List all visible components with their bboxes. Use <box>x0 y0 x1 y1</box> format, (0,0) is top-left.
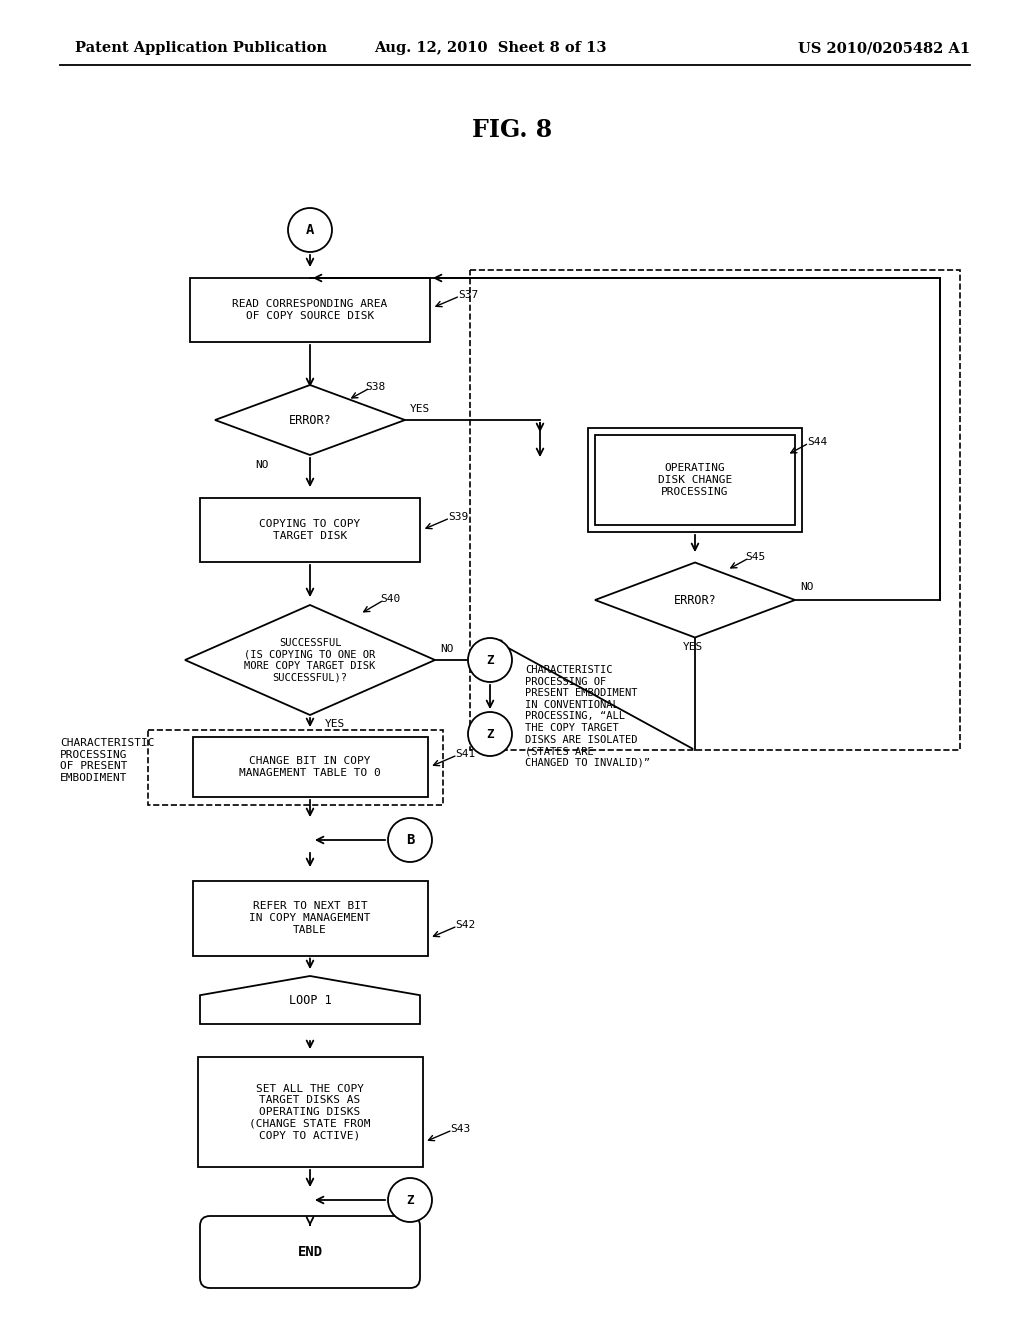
Text: US 2010/0205482 A1: US 2010/0205482 A1 <box>798 41 970 55</box>
Text: ERROR?: ERROR? <box>674 594 717 606</box>
Text: S45: S45 <box>745 552 765 562</box>
Bar <box>595 436 795 525</box>
Text: S41: S41 <box>456 748 476 759</box>
Text: CHARACTERISTIC
PROCESSING OF
PRESENT EMBODIMENT
IN CONVENTIONAL
PROCESSING, “ALL: CHARACTERISTIC PROCESSING OF PRESENT EMB… <box>525 665 650 768</box>
Text: LOOP 1: LOOP 1 <box>289 994 332 1006</box>
Text: YES: YES <box>683 642 703 652</box>
Text: B: B <box>406 833 414 847</box>
Circle shape <box>388 818 432 862</box>
Text: S43: S43 <box>451 1125 471 1134</box>
Bar <box>588 428 802 532</box>
Text: READ CORRESPONDING AREA
OF COPY SOURCE DISK: READ CORRESPONDING AREA OF COPY SOURCE D… <box>232 300 388 321</box>
Circle shape <box>288 209 332 252</box>
Text: YES: YES <box>410 404 430 414</box>
Text: END: END <box>297 1245 323 1259</box>
Polygon shape <box>595 562 795 638</box>
Text: Z: Z <box>407 1193 414 1206</box>
Text: NO: NO <box>800 582 813 591</box>
Polygon shape <box>200 975 420 1024</box>
Text: SUCCESSFUL
(IS COPYING TO ONE OR
MORE COPY TARGET DISK
SUCCESSFUL)?: SUCCESSFUL (IS COPYING TO ONE OR MORE CO… <box>245 638 376 682</box>
Text: S38: S38 <box>365 381 385 392</box>
Text: YES: YES <box>325 719 345 729</box>
Bar <box>148 730 443 805</box>
Text: CHARACTERISTIC
PROCESSING
OF PRESENT
EMBODIMENT: CHARACTERISTIC PROCESSING OF PRESENT EMB… <box>60 738 155 783</box>
Text: COPYING TO COPY
TARGET DISK: COPYING TO COPY TARGET DISK <box>259 519 360 541</box>
Polygon shape <box>185 605 435 715</box>
Text: S40: S40 <box>380 594 400 605</box>
Text: FIG. 8: FIG. 8 <box>472 117 552 143</box>
Text: A: A <box>306 223 314 238</box>
Bar <box>190 279 430 342</box>
Bar <box>193 880 427 956</box>
Text: REFER TO NEXT BIT
IN COPY MANAGEMENT
TABLE: REFER TO NEXT BIT IN COPY MANAGEMENT TAB… <box>249 902 371 935</box>
Polygon shape <box>215 385 406 455</box>
Circle shape <box>388 1177 432 1222</box>
Bar <box>470 271 961 750</box>
Text: Aug. 12, 2010  Sheet 8 of 13: Aug. 12, 2010 Sheet 8 of 13 <box>374 41 606 55</box>
Text: Z: Z <box>486 653 494 667</box>
Text: Patent Application Publication: Patent Application Publication <box>75 41 327 55</box>
Text: Z: Z <box>486 727 494 741</box>
Text: OPERATING
DISK CHANGE
PROCESSING: OPERATING DISK CHANGE PROCESSING <box>657 463 732 496</box>
Bar <box>193 737 427 797</box>
Text: NO: NO <box>255 459 268 470</box>
Text: S39: S39 <box>449 512 468 521</box>
Bar <box>198 1057 423 1167</box>
Circle shape <box>468 638 512 682</box>
Text: S42: S42 <box>456 920 476 931</box>
Text: S44: S44 <box>807 437 827 447</box>
Text: ERROR?: ERROR? <box>289 413 332 426</box>
Bar <box>200 498 420 562</box>
Text: NO: NO <box>440 644 454 653</box>
Text: SET ALL THE COPY
TARGET DISKS AS
OPERATING DISKS
(CHANGE STATE FROM
COPY TO ACTI: SET ALL THE COPY TARGET DISKS AS OPERATI… <box>249 1084 371 1140</box>
Circle shape <box>468 711 512 756</box>
FancyBboxPatch shape <box>200 1216 420 1288</box>
Text: S37: S37 <box>458 290 478 300</box>
Text: CHANGE BIT IN COPY
MANAGEMENT TABLE TO 0: CHANGE BIT IN COPY MANAGEMENT TABLE TO 0 <box>240 756 381 777</box>
